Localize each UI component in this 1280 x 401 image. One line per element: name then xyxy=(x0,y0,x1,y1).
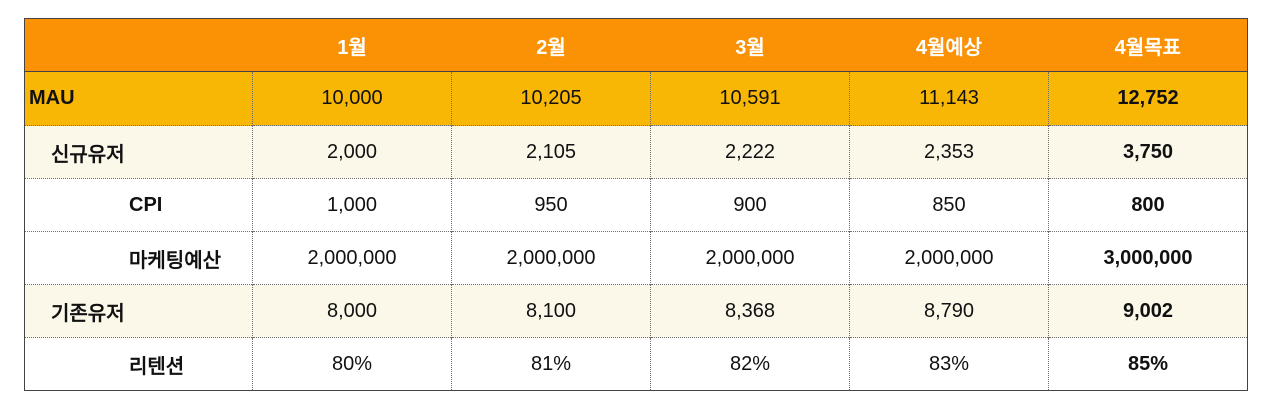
table-cell: 82% xyxy=(650,337,850,391)
table-cell: 81% xyxy=(451,337,651,391)
table-row-marketing-budget: 마케팅예산 2,000,000 2,000,000 2,000,000 2,00… xyxy=(24,231,1248,285)
table-row-existing-users: 기존유저 8,000 8,100 8,368 8,790 9,002 xyxy=(24,284,1248,338)
table-cell-target: 3,750 xyxy=(1048,125,1248,179)
metrics-table-container: 1월 2월 3월 4월예상 4월목표 MAU 10,000 10,205 10,… xyxy=(24,18,1248,391)
table-cell: 2,353 xyxy=(849,125,1049,179)
table-cell: 8,000 xyxy=(252,284,452,338)
table-cell-target: 12,752 xyxy=(1048,71,1248,126)
table-cell: 8,100 xyxy=(451,284,651,338)
table-cell: 10,591 xyxy=(650,71,850,126)
table-cell: 2,000,000 xyxy=(252,231,452,285)
table-cell: 83% xyxy=(849,337,1049,391)
table-cell: 950 xyxy=(451,178,651,232)
table-cell: 2,000 xyxy=(252,125,452,179)
table-cell: 2,222 xyxy=(650,125,850,179)
table-cell-target: 800 xyxy=(1048,178,1248,232)
table-row-cpi: CPI 1,000 950 900 850 800 xyxy=(24,178,1248,232)
header-jan: 1월 xyxy=(252,18,452,72)
header-apr-target: 4월목표 xyxy=(1048,18,1248,72)
row-label: 리텐션 xyxy=(24,337,253,391)
table-row-mau: MAU 10,000 10,205 10,591 11,143 12,752 xyxy=(24,71,1248,126)
header-corner xyxy=(24,18,253,72)
table-cell: 8,790 xyxy=(849,284,1049,338)
table-row-new-users: 신규유저 2,000 2,105 2,222 2,353 3,750 xyxy=(24,125,1248,179)
header-mar: 3월 xyxy=(650,18,850,72)
row-label: MAU xyxy=(24,71,253,126)
row-label: 마케팅예산 xyxy=(24,231,253,285)
table-cell: 1,000 xyxy=(252,178,452,232)
table-cell: 10,205 xyxy=(451,71,651,126)
table-cell: 2,000,000 xyxy=(849,231,1049,285)
table-cell: 2,105 xyxy=(451,125,651,179)
table-cell: 8,368 xyxy=(650,284,850,338)
table-cell: 80% xyxy=(252,337,452,391)
table-cell: 900 xyxy=(650,178,850,232)
table-cell: 2,000,000 xyxy=(451,231,651,285)
table-cell-target: 85% xyxy=(1048,337,1248,391)
metrics-table: 1월 2월 3월 4월예상 4월목표 MAU 10,000 10,205 10,… xyxy=(24,18,1248,391)
table-cell: 2,000,000 xyxy=(650,231,850,285)
row-label: CPI xyxy=(24,178,253,232)
header-feb: 2월 xyxy=(451,18,651,72)
table-row-retention: 리텐션 80% 81% 82% 83% 85% xyxy=(24,337,1248,391)
table-cell: 11,143 xyxy=(849,71,1049,126)
row-label: 기존유저 xyxy=(24,284,253,338)
table-cell-target: 9,002 xyxy=(1048,284,1248,338)
row-label: 신규유저 xyxy=(24,125,253,179)
header-apr-forecast: 4월예상 xyxy=(849,18,1049,72)
header-row: 1월 2월 3월 4월예상 4월목표 xyxy=(24,18,1248,72)
table-cell-target: 3,000,000 xyxy=(1048,231,1248,285)
table-cell: 10,000 xyxy=(252,71,452,126)
table-cell: 850 xyxy=(849,178,1049,232)
